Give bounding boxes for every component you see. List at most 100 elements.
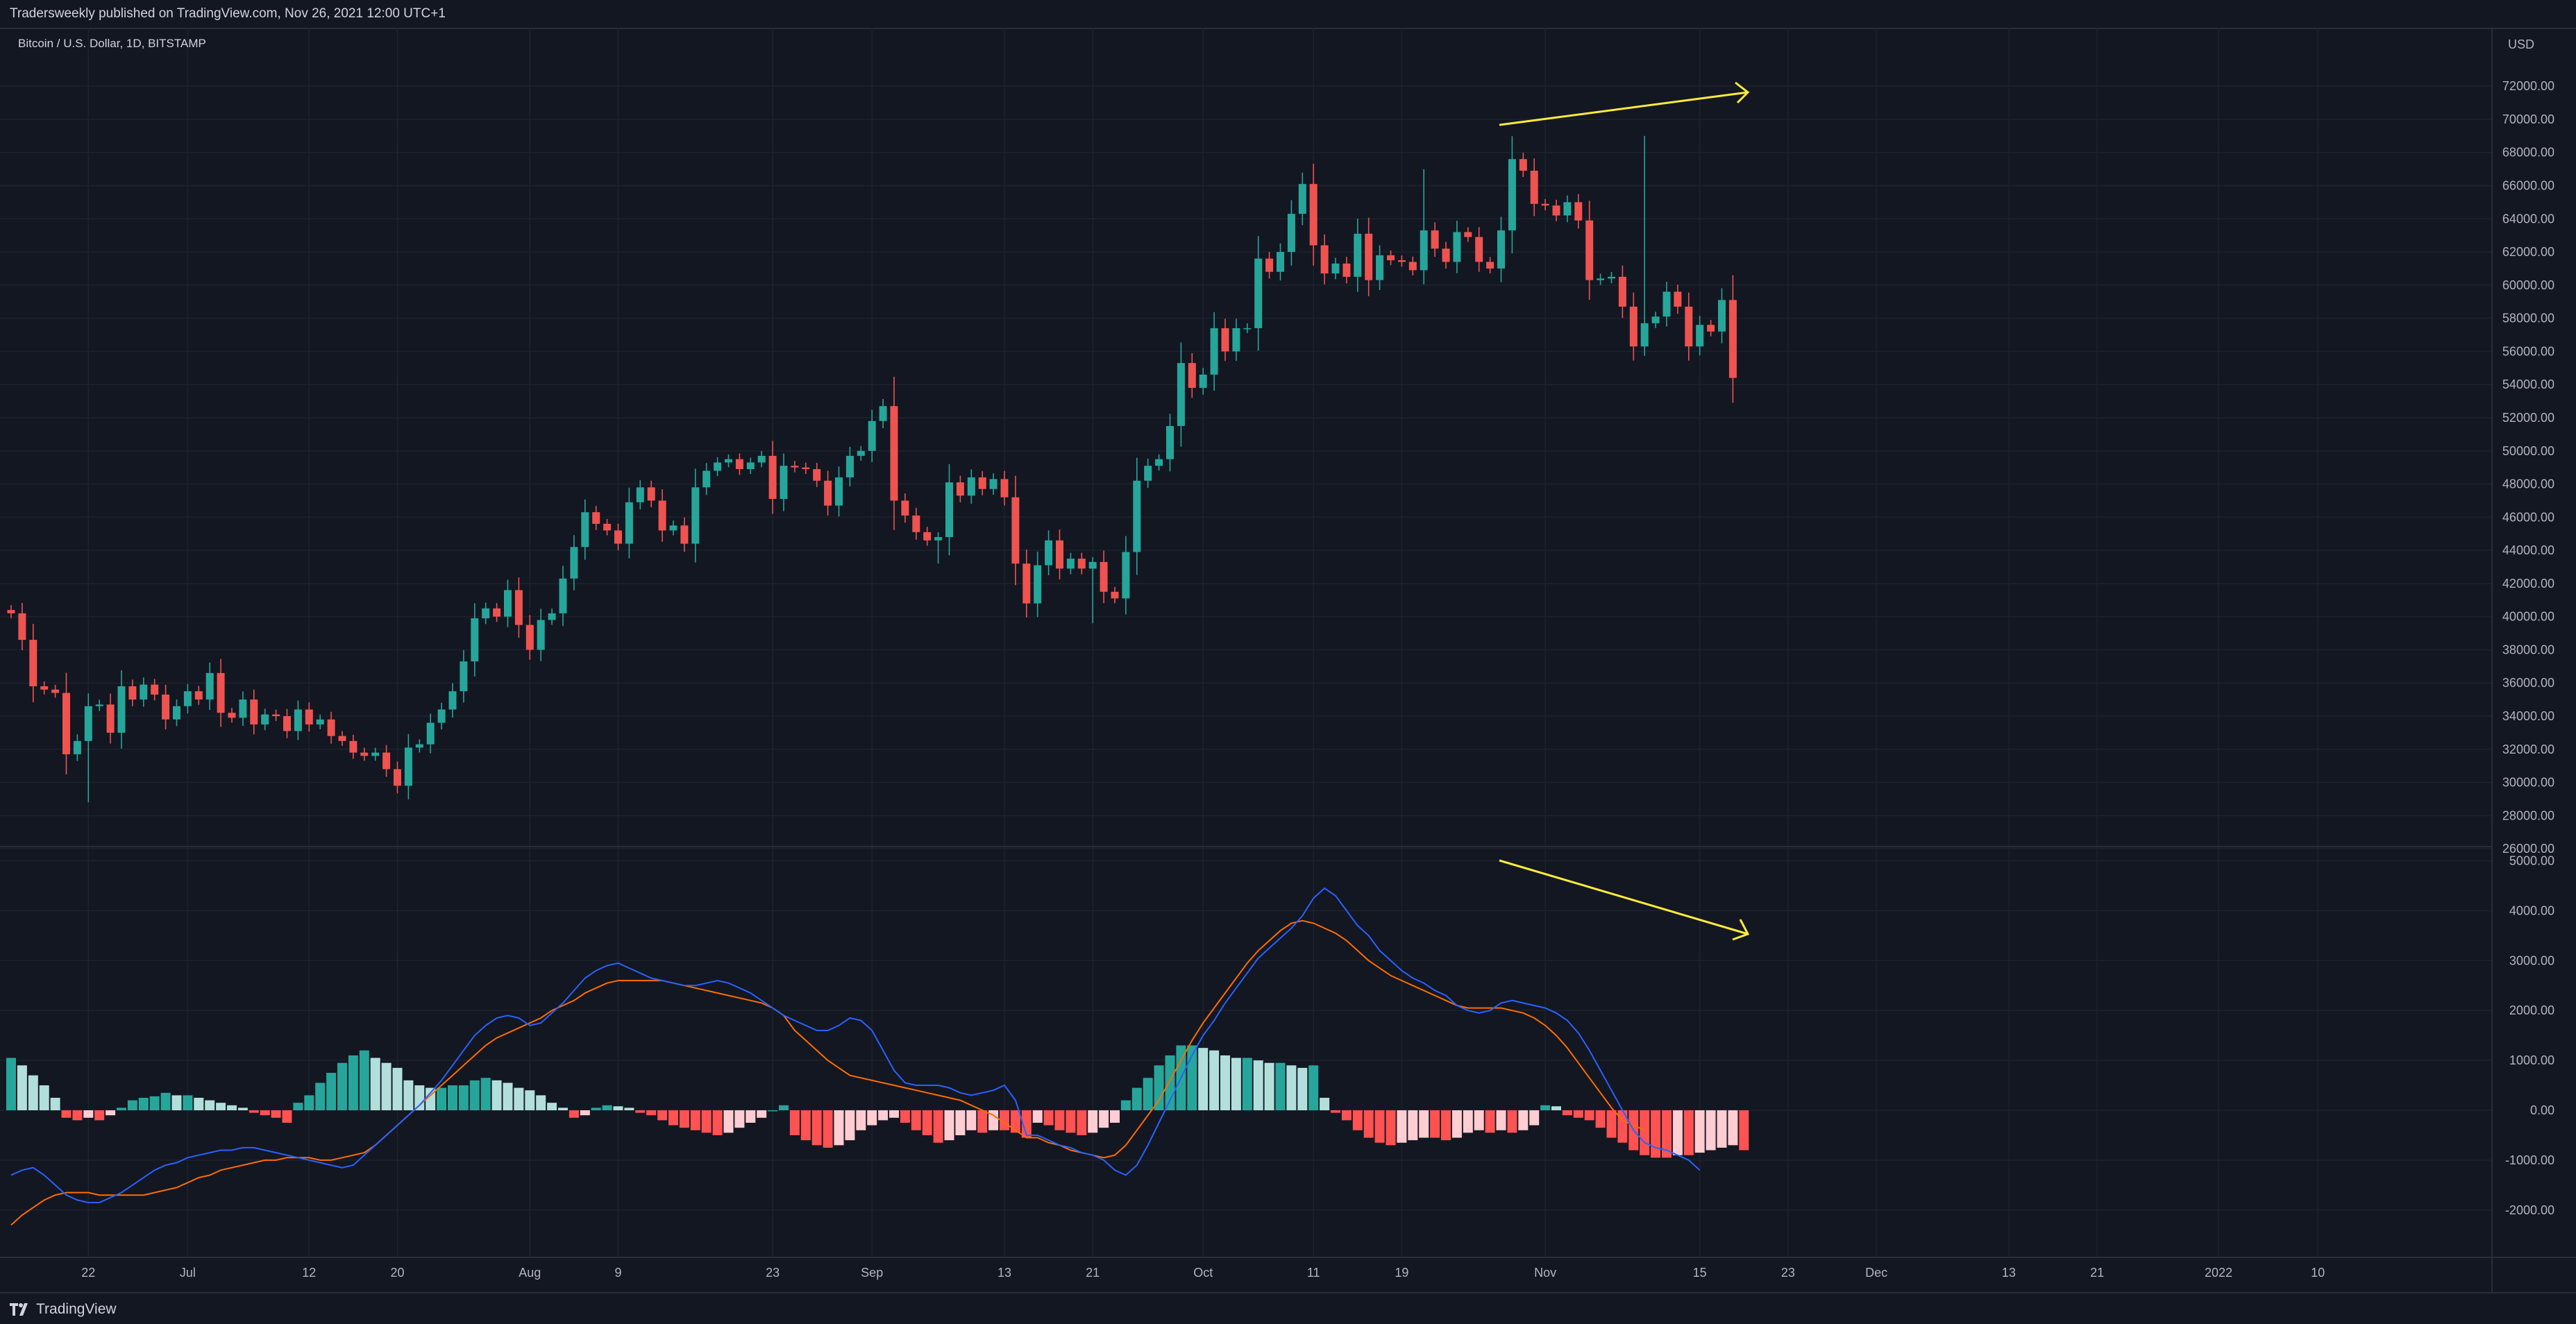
histogram-bar (392, 1067, 403, 1110)
histogram-bar (227, 1105, 237, 1110)
price-tick-label: 28000.00 (2502, 808, 2554, 822)
histogram-bar (171, 1095, 182, 1110)
histogram-bar (944, 1110, 954, 1141)
x-tick-label: 11 (1307, 1266, 1320, 1280)
histogram-bar (127, 1100, 137, 1110)
price-tick-label: 38000.00 (2502, 643, 2554, 656)
candle-body (1519, 159, 1527, 171)
macd-tick-label: 1000.00 (2509, 1053, 2554, 1067)
histogram-bar (800, 1110, 811, 1141)
price-tick-label: 62000.00 (2502, 245, 2554, 259)
candle-body (669, 525, 677, 531)
histogram-bar (1386, 1110, 1396, 1146)
candle-body (1464, 232, 1472, 237)
candlesticks (7, 135, 1737, 803)
histogram-bar (1110, 1110, 1120, 1123)
histogram-bar (1441, 1110, 1451, 1141)
x-tick-label: 13 (2002, 1266, 2016, 1280)
histogram-bar (437, 1087, 447, 1110)
candle-body (183, 691, 192, 706)
histogram-bar (1066, 1110, 1076, 1133)
x-tick-label: 23 (1781, 1266, 1795, 1280)
candle-body (978, 477, 986, 489)
histogram-bar (1088, 1110, 1098, 1133)
candle-body (1188, 363, 1196, 388)
histogram-bar (668, 1110, 678, 1126)
x-tick-label: Oct (1193, 1266, 1213, 1280)
candle-body (371, 752, 380, 756)
candle-body (1309, 184, 1318, 246)
candle-body (1453, 232, 1461, 262)
price-trend-arrow (1499, 91, 1749, 126)
histogram-bar (503, 1083, 513, 1110)
histogram-bar (381, 1062, 392, 1110)
histogram-bar (966, 1110, 977, 1130)
candle-body (780, 466, 788, 500)
macd-tick-label: 3000.00 (2509, 953, 2554, 967)
histogram-bar (933, 1110, 943, 1143)
candle-body (868, 421, 876, 451)
histogram-bar (138, 1098, 149, 1110)
candle-body (1728, 300, 1737, 378)
histogram-bar (1518, 1110, 1529, 1130)
histogram-bar (768, 1110, 778, 1112)
candle-body (680, 525, 689, 544)
price-tick-label: 40000.00 (2502, 610, 2554, 624)
histogram-bar (624, 1107, 634, 1110)
histogram-bar (458, 1085, 469, 1110)
candle-body (845, 455, 854, 477)
price-tick-label: 36000.00 (2502, 676, 2554, 690)
candle-body (592, 512, 600, 524)
histogram-bar (580, 1110, 590, 1116)
candle-body (791, 466, 799, 468)
candle-body (228, 713, 236, 718)
histogram-bar (1706, 1110, 1716, 1151)
price-tick-label: 56000.00 (2502, 344, 2554, 358)
price-tick-label: 34000.00 (2502, 709, 2554, 723)
candle-body (151, 684, 159, 695)
candle-body (426, 722, 435, 745)
histogram-bar (1120, 1100, 1131, 1110)
candle-body (283, 715, 291, 731)
candle-body (1166, 425, 1174, 459)
candle-body (84, 706, 92, 741)
candle-body (1034, 565, 1042, 604)
histogram-bar (558, 1107, 568, 1110)
candle-body (250, 699, 258, 724)
histogram-bar (1474, 1110, 1484, 1130)
x-tick-label: 21 (2090, 1266, 2104, 1280)
histogram-bar (1054, 1110, 1065, 1130)
candle-body (1707, 325, 1715, 332)
price-tick-label: 60000.00 (2502, 278, 2554, 292)
currency-label: USD (2508, 37, 2534, 51)
histogram-bar (746, 1110, 756, 1123)
price-tick-label: 70000.00 (2502, 112, 2554, 126)
histogram-bar (1651, 1110, 1661, 1158)
histogram-bar (1297, 1067, 1308, 1110)
price-tick-label: 64000.00 (2502, 212, 2554, 226)
candle-body (338, 736, 346, 741)
candle-body (1133, 480, 1141, 552)
candle-body (625, 502, 633, 544)
histogram-bar (1485, 1110, 1495, 1133)
candle-body (768, 455, 777, 500)
x-tick-label: Nov (1534, 1266, 1556, 1280)
candle-body (29, 640, 37, 686)
candle-body (945, 482, 953, 537)
histogram-bar (845, 1110, 855, 1141)
histogram-bar (216, 1103, 226, 1110)
histogram-bar (1397, 1110, 1407, 1143)
price-tick-label: 72000.00 (2502, 79, 2554, 93)
candle-body (1618, 276, 1626, 307)
histogram-bar (480, 1078, 491, 1110)
histogram-bar (39, 1085, 49, 1110)
histogram-bar (867, 1110, 877, 1126)
x-tick-label: 22 (81, 1266, 95, 1280)
histogram-bar (536, 1095, 546, 1110)
x-tick-label: 19 (1395, 1266, 1408, 1280)
histogram-bar (1540, 1105, 1551, 1110)
candle-body (1144, 466, 1152, 481)
candle-body (360, 752, 369, 756)
candle-body (989, 479, 997, 489)
